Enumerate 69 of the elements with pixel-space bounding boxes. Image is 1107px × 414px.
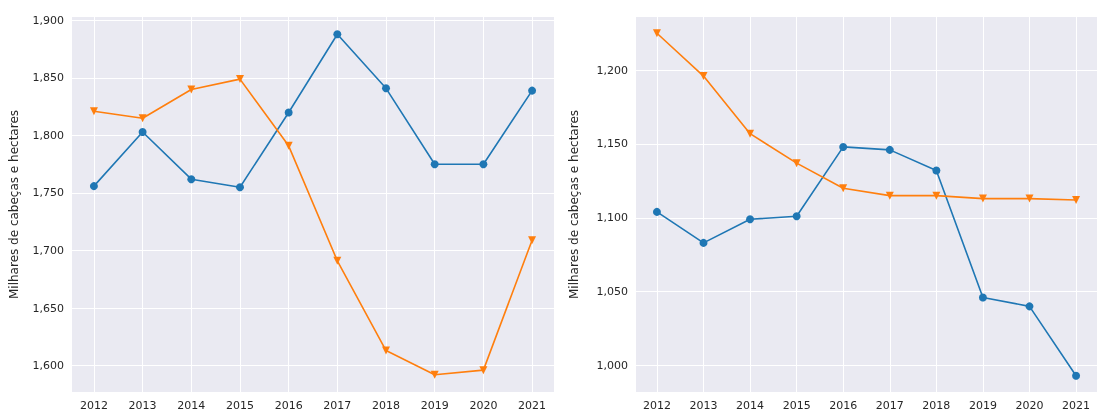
y-tick-label: 1,650 [32,301,64,315]
point [479,366,488,375]
point [699,238,708,247]
y-tick-label: 1,800 [32,128,64,142]
x-tick-label: 2019 [420,399,449,412]
point [235,75,244,84]
y-tick-label: 1,900 [32,13,64,27]
point [284,108,293,117]
point [382,84,391,93]
point [792,159,801,168]
point [382,346,391,355]
point [333,256,342,265]
point [89,107,98,116]
point [138,128,147,137]
point [699,72,708,81]
point [479,160,488,169]
x-tick-label: 2017 [323,399,352,412]
point [1025,194,1034,203]
y-axis-title: Milhares de cabeças e hectares [7,109,21,300]
point [187,175,196,184]
point [932,166,941,175]
x-tick-label: 2016 [274,399,303,412]
point [284,141,293,150]
x-tick-label: 2013 [128,399,157,412]
point [235,183,244,192]
point [839,184,848,193]
point [89,182,98,191]
x-tick-label: 2021 [518,399,547,412]
y-tick-label: 1,600 [32,359,64,373]
point [528,86,537,95]
point [187,85,196,94]
point [1025,302,1034,311]
y-tick-label: 1,700 [32,244,64,258]
point [792,212,801,221]
y-tick-label: 1,100 [596,211,628,225]
point [652,207,661,216]
point [333,30,342,39]
point [746,215,755,224]
point [138,114,147,123]
point [1072,371,1081,380]
x-tick-label: 2018 [922,399,951,412]
x-tick-label: 2017 [875,399,904,412]
point [978,293,987,302]
point [528,236,537,245]
x-tick-label: 2019 [968,399,997,412]
x-tick-label: 2015 [782,399,811,412]
y-tick-label: 1,200 [596,63,628,77]
x-tick-label: 2014 [736,399,765,412]
x-tick-label: 2020 [1015,399,1044,412]
x-tick-label: 2015 [225,399,254,412]
point [1072,196,1081,205]
x-tick-label: 2012 [79,399,108,412]
y-axis-title: Milhares de cabeças e hectares [567,109,581,300]
x-tick-label: 2012 [642,399,671,412]
point [839,142,848,151]
x-tick-label: 2013 [689,399,718,412]
y-tick-label: 1,850 [32,71,64,85]
y-tick-label: 1,750 [32,186,64,200]
y-tick-label: 1,050 [596,285,628,299]
point [430,160,439,169]
x-tick-label: 2020 [469,399,498,412]
point [652,29,661,38]
point [885,145,894,154]
x-tick-label: 2021 [1062,399,1091,412]
x-tick-label: 2018 [372,399,401,412]
x-tick-label: 2016 [829,399,858,412]
x-tick-label: 2014 [177,399,206,412]
y-tick-label: 1,150 [596,137,628,151]
y-tick-label: 1,000 [596,358,628,372]
